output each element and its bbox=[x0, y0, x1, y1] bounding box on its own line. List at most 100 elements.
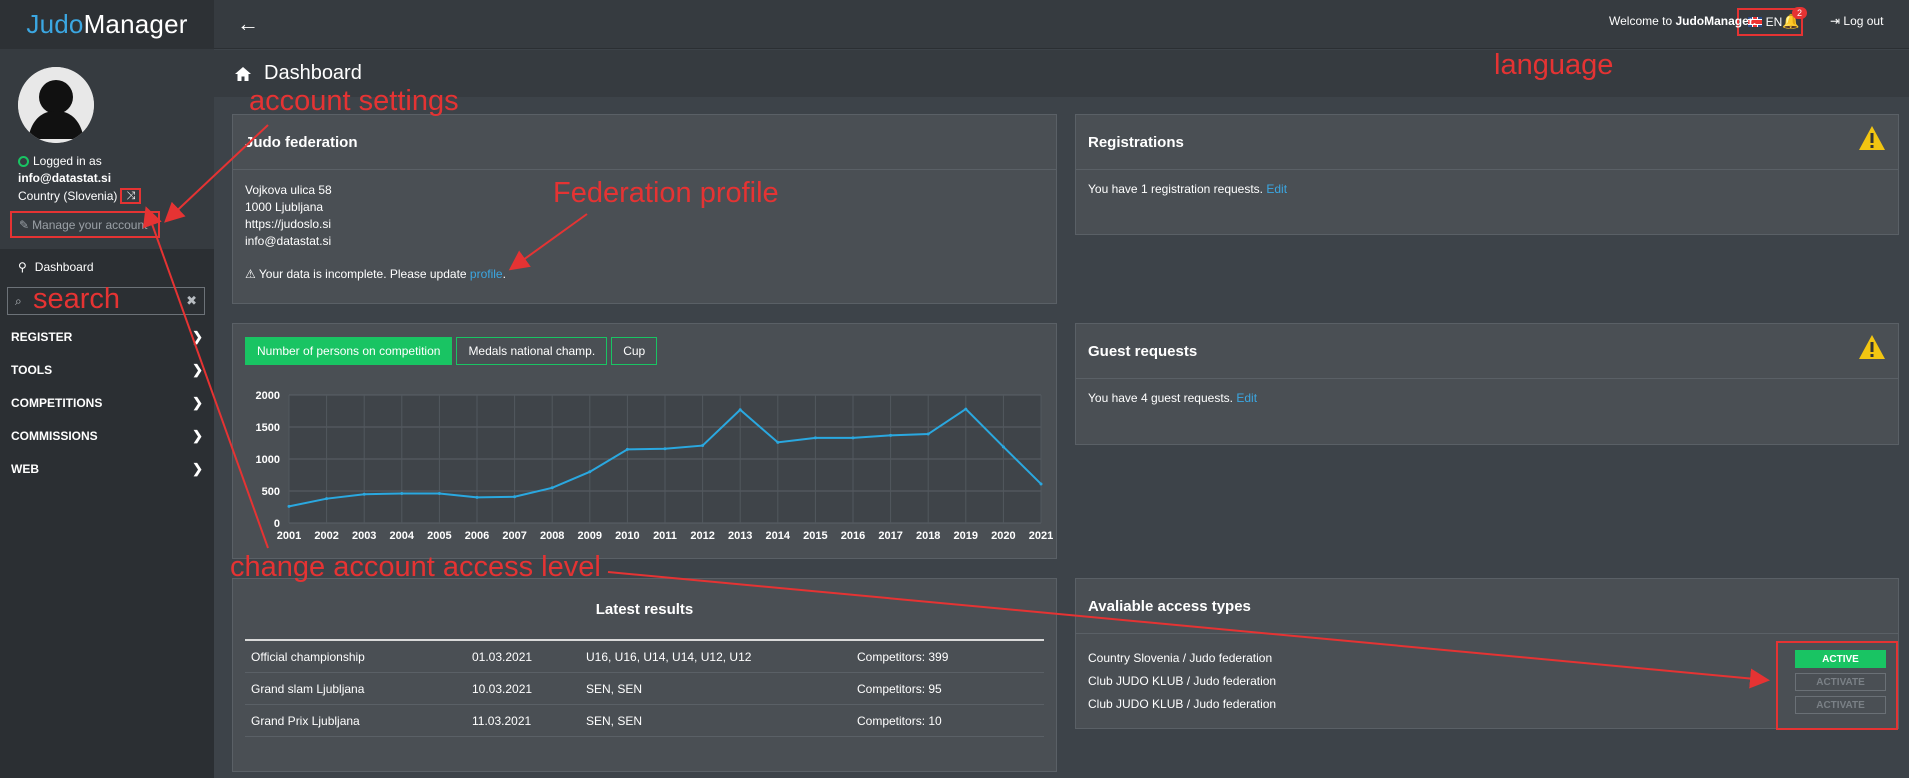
line-chart: 0 500 1000 1500 2000 2001 2002 2003 2004 2005 2006… bbox=[256, 390, 1054, 542]
x-tick-label: 2005 bbox=[427, 530, 451, 542]
profile-link[interactable]: profile bbox=[469, 267, 503, 281]
x-tick-label: 2002 bbox=[314, 530, 338, 542]
annotation-account-settings: account settings bbox=[249, 85, 459, 117]
clear-search-icon[interactable]: ✖ bbox=[186, 293, 197, 308]
data-point bbox=[776, 440, 780, 444]
access-type-row: Club JUDO KLUB / Judo federation bbox=[1088, 696, 1277, 711]
activate-button[interactable]: ACTIVATE bbox=[1795, 696, 1886, 714]
home-icon bbox=[235, 66, 251, 81]
avatar bbox=[18, 67, 94, 143]
data-point bbox=[701, 444, 705, 448]
latest-results-title: Latest results bbox=[595, 600, 694, 618]
sidebar-menu: REGISTER ❯ TOOLS ❯ COMPETITIONS ❯ COMMISSIO… bbox=[0, 320, 214, 485]
registrations-panel: Registrations You have 1 registration re… bbox=[1075, 114, 1899, 235]
country-label: Country (Slovenia) bbox=[18, 189, 118, 203]
data-point bbox=[325, 497, 329, 501]
tab-medals-national[interactable]: Medals national champ. bbox=[456, 337, 608, 365]
incomplete-suffix: . bbox=[502, 267, 506, 281]
logged-in-status: Logged in as bbox=[18, 154, 196, 168]
logout-icon: ⇥ bbox=[1830, 14, 1841, 28]
result-name: Grand Prix Ljubljana bbox=[251, 713, 360, 728]
x-tick-label: 2012 bbox=[690, 530, 714, 542]
data-point bbox=[437, 492, 441, 496]
x-tick-label: 2018 bbox=[916, 530, 940, 542]
x-tick-label: 2015 bbox=[803, 530, 827, 542]
sidebar-item-web[interactable]: WEB ❯ bbox=[0, 452, 214, 485]
y-tick-label: 2000 bbox=[256, 390, 280, 402]
sidebar-item-commissions[interactable]: COMMISSIONS ❯ bbox=[0, 419, 214, 452]
logout-link[interactable]: ⇥ Log out bbox=[1830, 14, 1883, 28]
sidebar-item-register[interactable]: REGISTER ❯ bbox=[0, 320, 214, 353]
user-country: Country (Slovenia) ⤨ bbox=[18, 188, 196, 204]
logout-label: Log out bbox=[1843, 14, 1884, 28]
tab-cup[interactable]: Cup bbox=[611, 337, 658, 365]
data-point bbox=[926, 432, 930, 436]
guest-requests-body: You have 4 guest requests. Edit bbox=[1076, 379, 1898, 417]
activate-button[interactable]: ACTIVATE bbox=[1795, 673, 1886, 691]
sidebar-item-tools[interactable]: TOOLS ❯ bbox=[0, 353, 214, 386]
data-point bbox=[1001, 445, 1005, 449]
sitemap-icon: ⚲ bbox=[18, 260, 27, 274]
result-categories: SEN, SEN bbox=[586, 681, 643, 696]
user-profile: Logged in as info@datastat.si Country (S… bbox=[0, 49, 214, 249]
active-button[interactable]: ACTIVE bbox=[1795, 650, 1886, 668]
warning-icon bbox=[1859, 126, 1885, 150]
result-competitors: Competitors: 399 bbox=[857, 649, 949, 664]
latest-results-panel: Latest results Official championship 01.… bbox=[232, 578, 1057, 772]
data-point bbox=[964, 407, 968, 411]
table-row[interactable]: Grand slam Ljubljana 10.03.2021 SEN, SEN… bbox=[245, 673, 1044, 705]
registrations-edit-link[interactable]: Edit bbox=[1266, 182, 1288, 196]
guest-requests-text: You have 4 guest requests. bbox=[1088, 391, 1233, 405]
manage-account-label: Manage your account bbox=[32, 217, 148, 232]
back-arrow-icon[interactable]: ← bbox=[237, 11, 259, 36]
chevron-down-icon: ❯ bbox=[192, 328, 203, 344]
x-tick-label: 2013 bbox=[728, 530, 752, 542]
menu-label: REGISTER bbox=[11, 329, 73, 344]
result-categories: U16, U16, U14, U14, U12, U12 bbox=[586, 649, 752, 664]
switch-access-icon[interactable]: ⤨ bbox=[120, 188, 142, 204]
data-point bbox=[513, 495, 517, 499]
sidebar-item-competitions[interactable]: COMPETITIONS ❯ bbox=[0, 386, 214, 419]
x-tick-label: 2009 bbox=[578, 530, 602, 542]
guest-requests-title: Guest requests bbox=[1088, 342, 1198, 360]
table-row[interactable]: Official championship 01.03.2021 U16, U1… bbox=[245, 641, 1044, 673]
welcome-text: Welcome to JudoManager. bbox=[1609, 14, 1756, 28]
access-type-row: Club JUDO KLUB / Judo federation bbox=[1088, 673, 1277, 688]
uk-flag-icon bbox=[1747, 17, 1762, 27]
registrations-title: Registrations bbox=[1088, 133, 1184, 151]
welcome-brand: JudoManager. bbox=[1675, 14, 1757, 28]
language-selector[interactable]: EN ▾ bbox=[1737, 8, 1803, 36]
x-tick-label: 2001 bbox=[277, 530, 301, 542]
chart-tabs: Number of persons on competition Medals … bbox=[233, 324, 1056, 365]
website-link[interactable]: https://judoslo.si bbox=[245, 217, 332, 231]
search-icon: ⌕ bbox=[15, 293, 22, 308]
brand-logo[interactable]: Judo Manager bbox=[0, 0, 214, 49]
chevron-down-icon: ❯ bbox=[192, 460, 203, 476]
email-link[interactable]: info@datastat.si bbox=[245, 234, 332, 248]
x-tick-label: 2019 bbox=[954, 530, 978, 542]
menu-label: COMPETITIONS bbox=[11, 395, 103, 410]
incomplete-notice: ⚠ Your data is incomplete. Please update… bbox=[245, 267, 1044, 281]
brand-part1: Judo bbox=[26, 9, 84, 39]
table-row[interactable]: Grand Prix Ljubljana 11.03.2021 SEN, SEN… bbox=[245, 705, 1044, 737]
access-types-list: Country Slovenia / Judo federation Club … bbox=[1076, 634, 1898, 727]
y-tick-label: 0 bbox=[274, 518, 280, 530]
access-types-title: Avaliable access types bbox=[1076, 579, 1898, 634]
data-point bbox=[287, 504, 291, 508]
pencil-icon: ✎ bbox=[19, 217, 30, 232]
tab-persons-on-competition[interactable]: Number of persons on competition bbox=[245, 337, 453, 365]
results-table: Official championship 01.03.2021 U16, U1… bbox=[245, 639, 1044, 737]
annotation-change-access: change account access level bbox=[230, 551, 601, 583]
registrations-text: You have 1 registration requests. bbox=[1088, 182, 1264, 196]
data-point bbox=[813, 436, 817, 440]
sidebar-item-dashboard[interactable]: ⚲ Dashboard bbox=[18, 260, 94, 274]
registrations-body: You have 1 registration requests. Edit bbox=[1076, 170, 1898, 208]
menu-label: COMMISSIONS bbox=[11, 428, 98, 443]
manage-account-link[interactable]: ✎ Manage your account bbox=[10, 211, 160, 238]
registrations-header: Registrations bbox=[1076, 115, 1898, 170]
data-point bbox=[588, 470, 592, 474]
menu-label: WEB bbox=[11, 461, 39, 476]
x-tick-label: 2006 bbox=[465, 530, 489, 542]
result-name: Grand slam Ljubljana bbox=[251, 681, 365, 696]
guest-requests-edit-link[interactable]: Edit bbox=[1236, 391, 1258, 405]
